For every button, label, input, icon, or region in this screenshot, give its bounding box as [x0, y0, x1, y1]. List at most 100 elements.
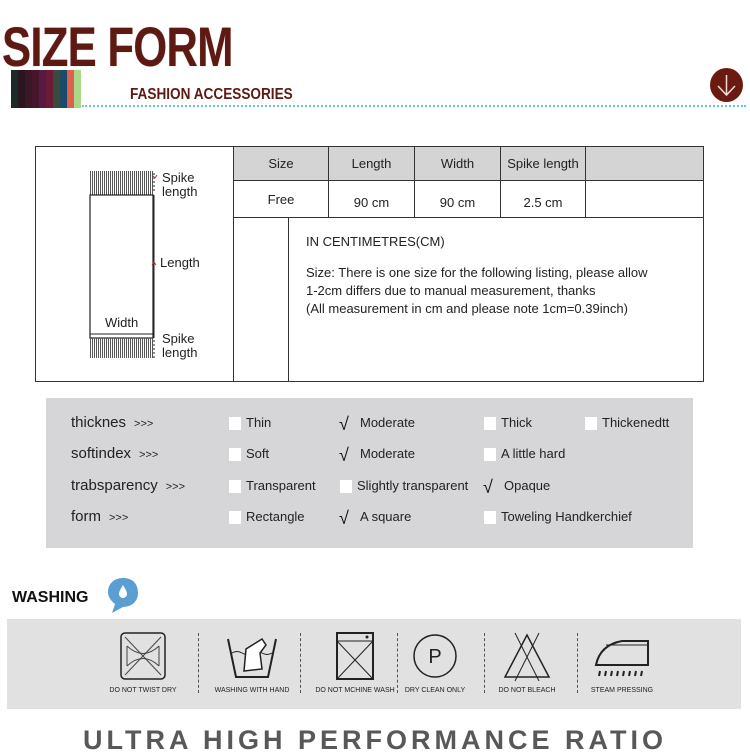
attributes-panel: thicknes >>> Thin √ Moderate Thick Thickenedtt… [46, 398, 693, 548]
steam-iron-icon [592, 631, 652, 683]
color-stripe [39, 70, 46, 108]
care-label: DO NOT MCHINE WASH [315, 687, 395, 694]
color-stripe [32, 70, 39, 108]
attribute-arrow: >>> [139, 449, 159, 461]
care-divider [300, 633, 301, 693]
hand-wash-icon [222, 631, 282, 683]
page-title: SIZE FORM [2, 15, 234, 78]
option-label: Opaque [504, 478, 551, 493]
header-size: Size [234, 147, 329, 181]
care-label: DRY CLEAN ONLY [404, 687, 466, 694]
option-label: Slightly transparent [357, 478, 469, 493]
checkbox-checked[interactable]: √ [483, 477, 493, 497]
scarf-diagram: Spike length Length Width Spike length [36, 147, 234, 381]
care-instructions: DO NOT TWIST DRY WASHING WITH HAND DO NOT … [7, 619, 741, 709]
no-machine-wash-icon [325, 631, 385, 683]
option-label: Soft [246, 446, 270, 461]
checkbox[interactable] [340, 480, 352, 493]
cell-spike-length: 2.5 cm [501, 181, 586, 218]
option-label: A square [360, 509, 412, 524]
washing-title: WASHING [12, 589, 89, 606]
checkbox[interactable] [484, 417, 496, 430]
checkbox[interactable] [585, 417, 597, 430]
color-stripe [53, 70, 60, 108]
notes-divider [288, 218, 289, 381]
attribute-arrow: >>> [109, 512, 129, 524]
option-label: Thin [246, 415, 272, 430]
note-line: 1-2cm differs due to manual measurement,… [306, 283, 596, 298]
attribute-arrow: >>> [165, 481, 185, 493]
header-spike-length: Spike length [501, 147, 586, 181]
length-label: Length [160, 255, 200, 270]
care-label: STEAM PRESSING [590, 687, 654, 694]
option-label: Thickenedtt [602, 415, 670, 430]
color-stripe [74, 70, 81, 108]
slogan: ULTRA HIGH PERFORMANCE RATIO [83, 725, 667, 755]
arrow-down-circle-icon[interactable] [710, 68, 743, 102]
note-line: Size: There is one size for the followin… [306, 265, 648, 280]
checkbox-checked[interactable]: √ [339, 445, 349, 465]
attribute-name: trabsparency [71, 477, 158, 494]
note-line: (All measurement in cm and please note 1… [306, 301, 628, 316]
option-label: Transparent [246, 478, 316, 493]
width-label: Width [105, 315, 139, 330]
cell-width: 90 cm [415, 181, 501, 218]
spike-label-line2: length [162, 345, 198, 360]
color-stripes [11, 70, 81, 108]
care-label: DO NOT TWIST DRY [109, 687, 177, 694]
spike-bottom-label: Spike length [162, 332, 197, 360]
attribute-name: thicknes [71, 414, 127, 431]
option-label: Toweling Handkerchief [501, 509, 632, 524]
color-stripe [67, 70, 74, 108]
attribute-name: form [71, 508, 101, 525]
checkbox-checked[interactable]: √ [339, 414, 349, 434]
checkbox-checked[interactable]: √ [339, 508, 349, 528]
color-stripe [60, 70, 67, 108]
care-divider [484, 633, 485, 693]
option-label: Rectangle [246, 509, 305, 524]
care-divider [397, 633, 398, 693]
no-bleach-icon [497, 631, 557, 683]
dotted-divider [82, 105, 746, 107]
option-label: Moderate [360, 415, 415, 430]
cell-empty [586, 181, 703, 218]
cell-size: Free [234, 181, 329, 218]
color-stripe [18, 70, 25, 108]
care-divider [198, 633, 199, 693]
spike-label-line1: Spike [162, 331, 195, 346]
no-wring-icon [113, 631, 173, 683]
checkbox[interactable] [229, 480, 241, 493]
cell-length: 90 cm [329, 181, 415, 218]
spike-label-line2: length [162, 184, 198, 199]
water-drop-icon [106, 576, 140, 619]
spike-label-line1: Spike [162, 170, 195, 185]
color-stripe [25, 70, 32, 108]
attribute-label: thicknes >>> [71, 414, 153, 431]
size-table: Spike length Length Width Spike length Siz… [35, 146, 704, 382]
svg-text:P: P [428, 646, 441, 668]
checkbox[interactable] [229, 417, 241, 430]
color-stripe [46, 70, 53, 108]
dry-clean-icon: P [405, 631, 465, 683]
attribute-label: softindex >>> [71, 445, 158, 462]
checkbox[interactable] [229, 511, 241, 524]
checkbox[interactable] [484, 511, 496, 524]
header-empty [586, 147, 703, 181]
attribute-arrow: >>> [134, 418, 154, 430]
attribute-name: softindex [71, 445, 132, 462]
option-label: A little hard [501, 446, 566, 461]
checkbox[interactable] [229, 448, 241, 461]
care-divider [577, 633, 578, 693]
checkbox[interactable] [484, 448, 496, 461]
option-label: Moderate [360, 446, 415, 461]
spike-top-label: Spike length [162, 171, 197, 199]
option-label: Thick [501, 415, 533, 430]
subtitle: FASHION ACCESSORIES [130, 86, 293, 103]
header-width: Width [415, 147, 501, 181]
care-label: WASHING WITH HAND [214, 687, 290, 694]
care-label: DO NOT BLEACH [498, 687, 556, 694]
attribute-label: trabsparency >>> [71, 477, 185, 494]
color-stripe [11, 70, 18, 108]
header-length: Length [329, 147, 415, 181]
attribute-label: form >>> [71, 508, 128, 525]
